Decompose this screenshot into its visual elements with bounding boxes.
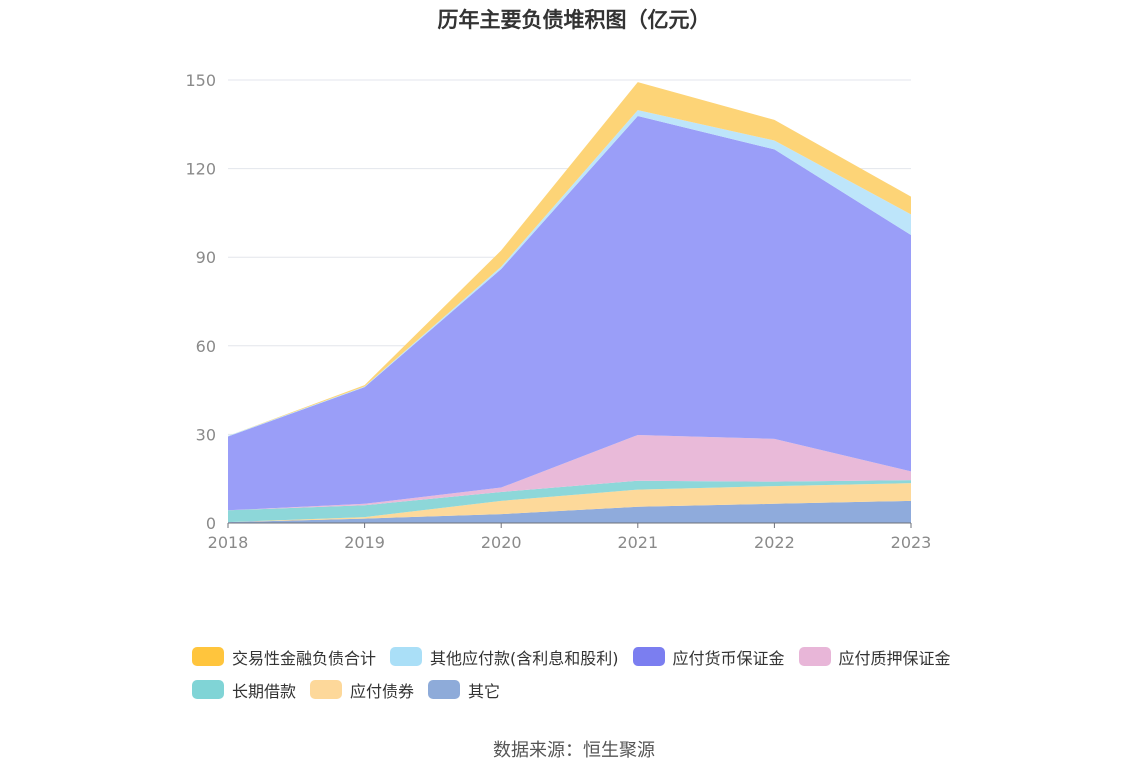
x-tick-label: 2023 — [891, 533, 932, 552]
legend-item-other-payables[interactable]: 其他应付款(含利息和股利) — [390, 645, 619, 669]
legend-label: 应付债券 — [350, 681, 415, 701]
y-tick-label: 90 — [196, 248, 216, 267]
x-tick-label: 2018 — [208, 533, 249, 552]
chart-title: 历年主要负债堆积图（亿元） — [437, 8, 711, 32]
data-source: 数据来源：恒生聚源 — [493, 740, 655, 761]
area-series-4 — [228, 116, 911, 511]
y-tick-label: 150 — [185, 71, 216, 90]
legend-item-pledge-margin-payable[interactable]: 应付质押保证金 — [798, 645, 951, 669]
legend-item-currency-margin-payable[interactable]: 应付货币保证金 — [632, 645, 785, 669]
y-tick-label: 120 — [185, 160, 216, 179]
legend-label: 应付货币保证金 — [672, 648, 785, 668]
legend-item-other[interactable]: 其它 — [428, 678, 500, 702]
stacked-area-chart: 0 30 60 90 120 150 2018 2019 2020 2021 2022 2023 — [185, 71, 932, 552]
legend-label: 交易性金融负债合计 — [232, 648, 377, 668]
legend-item-bonds-payable[interactable]: 应付债券 — [310, 678, 414, 702]
legend-swatch — [632, 647, 665, 666]
legend-label: 应付质押保证金 — [838, 648, 951, 668]
legend-swatch — [310, 680, 343, 699]
area-series-3 — [228, 434, 911, 511]
x-tick-label: 2020 — [481, 533, 522, 552]
x-tick-label: 2022 — [754, 533, 795, 552]
x-tick-label: 2019 — [344, 533, 385, 552]
legend-swatch — [428, 680, 461, 699]
legend-swatch — [192, 680, 224, 699]
legend-swatch — [798, 647, 831, 666]
x-tick-label: 2021 — [617, 533, 658, 552]
legend-label: 其他应付款(含利息和股利) — [430, 648, 619, 668]
legend-item-trading-financial-liabilities[interactable]: 交易性金融负债合计 — [192, 645, 376, 669]
legend-label: 长期借款 — [232, 681, 297, 701]
area-series-0 — [228, 500, 911, 523]
y-tick-label: 30 — [196, 425, 216, 444]
y-tick-label: 60 — [196, 337, 216, 356]
legend-swatch — [390, 647, 423, 666]
legend-item-long-term-loans[interactable]: 长期借款 — [192, 678, 296, 702]
legend: 交易性金融负债合计 其他应付款(含利息和股利) 应付货币保证金 应付质押保证金 … — [192, 640, 992, 706]
area-series-2 — [228, 480, 911, 523]
legend-swatch — [192, 647, 224, 666]
legend-label: 其它 — [468, 681, 501, 701]
area-series-1 — [228, 483, 911, 523]
y-tick-label: 0 — [206, 514, 216, 533]
